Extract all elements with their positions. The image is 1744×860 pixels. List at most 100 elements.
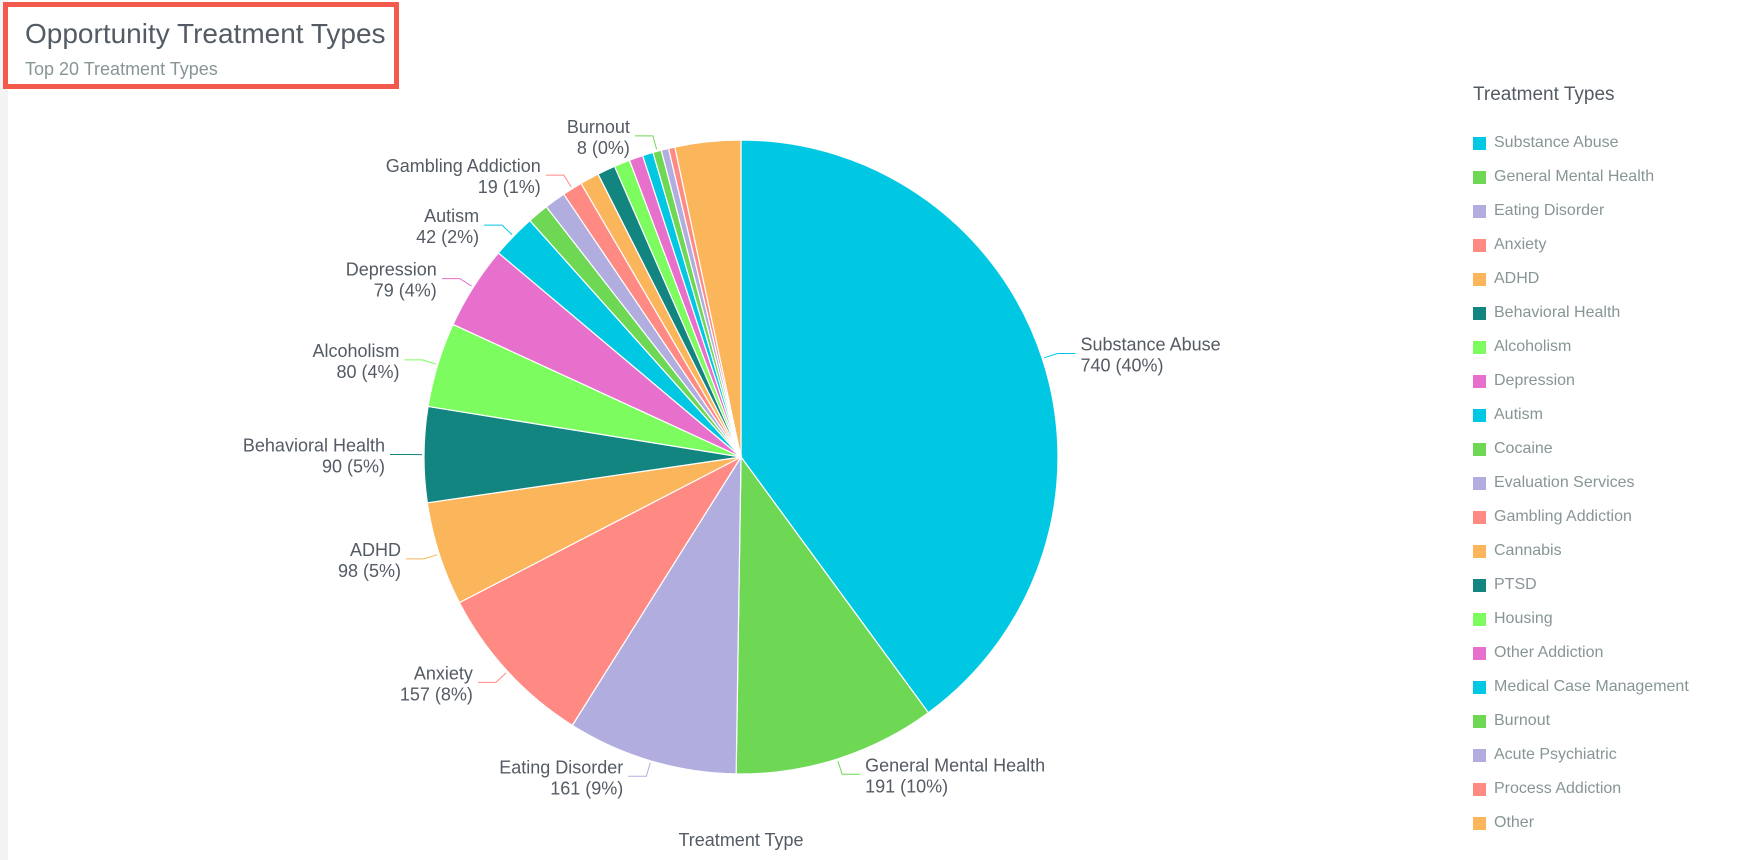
- chart-subtitle: Top 20 Treatment Types: [25, 59, 218, 79]
- legend-label: General Mental Health: [1494, 168, 1655, 185]
- left-edge: [0, 0, 8, 860]
- legend-label: Acute Psychiatric: [1494, 746, 1617, 763]
- slice-label-value: 98 (5%): [338, 561, 401, 581]
- legend-swatch: [1473, 374, 1486, 388]
- legend-label: Housing: [1494, 610, 1553, 627]
- slice-label-value: 80 (4%): [336, 362, 399, 382]
- leader-substance-abuse: [1044, 353, 1076, 359]
- legend-label: Burnout: [1494, 712, 1551, 729]
- slice-label-value: 79 (4%): [374, 281, 437, 301]
- legend-swatch: [1473, 714, 1486, 728]
- legend-swatch: [1473, 578, 1486, 592]
- legend-label: Cocaine: [1494, 440, 1553, 457]
- slice-label-name: Burnout: [567, 117, 630, 137]
- legend-label: Evaluation Services: [1494, 474, 1635, 491]
- pie-slices: [423, 139, 1059, 775]
- legend-item-ptsd[interactable]: PTSD: [1473, 568, 1733, 602]
- leader-depression: [441, 278, 472, 287]
- legend-swatch: [1473, 170, 1486, 184]
- legend-swatch: [1473, 510, 1486, 524]
- slice-other[interactable]: [674, 139, 742, 458]
- slice-label-name: Anxiety: [414, 663, 473, 683]
- legend-swatch: [1473, 476, 1486, 490]
- leader-alcoholism: [404, 359, 437, 365]
- legend-item-other[interactable]: Other: [1473, 806, 1733, 840]
- legend-item-eating-disorder[interactable]: Eating Disorder: [1473, 194, 1733, 228]
- leader-burnout: [634, 135, 658, 150]
- slice-label-name: Substance Abuse: [1081, 335, 1221, 355]
- legend-item-gambling-addiction[interactable]: Gambling Addiction: [1473, 500, 1733, 534]
- legend-swatch: [1473, 782, 1486, 796]
- legend-item-housing[interactable]: Housing: [1473, 602, 1733, 636]
- legend-item-general-mental-health[interactable]: General Mental Health: [1473, 160, 1733, 194]
- legend-label: Medical Case Management: [1494, 678, 1689, 695]
- legend-label: Other: [1494, 814, 1535, 831]
- legend-swatch: [1473, 646, 1486, 660]
- legend-item-cannabis[interactable]: Cannabis: [1473, 534, 1733, 568]
- slice-label-name: Depression: [346, 260, 437, 280]
- legend-label: Substance Abuse: [1494, 134, 1619, 151]
- legend-item-burnout[interactable]: Burnout: [1473, 704, 1733, 738]
- legend-item-medical-case-management[interactable]: Medical Case Management: [1473, 670, 1733, 704]
- legend-swatch: [1473, 680, 1486, 694]
- legend-item-autism[interactable]: Autism: [1473, 398, 1733, 432]
- legend-label: ADHD: [1494, 270, 1540, 287]
- slice-label-name: Behavioral Health: [243, 436, 385, 456]
- slice-label-value: 19 (1%): [478, 177, 541, 197]
- legend-label: Other Addiction: [1494, 644, 1604, 661]
- legend-item-adhd[interactable]: ADHD: [1473, 262, 1733, 296]
- legend-item-other-addiction[interactable]: Other Addiction: [1473, 636, 1733, 670]
- slice-label-value: 191 (10%): [865, 776, 948, 796]
- legend-label: Anxiety: [1494, 236, 1547, 253]
- label-leader-lines: [390, 135, 1076, 777]
- slice-label-name: Eating Disorder: [499, 757, 623, 777]
- slice-eating-disorder[interactable]: [571, 454, 742, 775]
- legend-items: Substance Abuse General Mental Health Eati…: [1473, 126, 1733, 840]
- legend-swatch: [1473, 238, 1486, 252]
- legend-item-substance-abuse[interactable]: Substance Abuse: [1473, 126, 1733, 160]
- legend-item-evaluation-services[interactable]: Evaluation Services: [1473, 466, 1733, 500]
- legend-swatch: [1473, 442, 1486, 456]
- legend-label: Eating Disorder: [1494, 202, 1605, 219]
- legend-swatch: [1473, 136, 1486, 150]
- legend-label: PTSD: [1494, 576, 1537, 593]
- slice-label-value: 740 (40%): [1081, 356, 1164, 376]
- slice-label-name: ADHD: [350, 540, 401, 560]
- legend-item-behavioral-health[interactable]: Behavioral Health: [1473, 296, 1733, 330]
- slice-substance-abuse[interactable]: [740, 139, 1059, 714]
- legend-label: Process Addiction: [1494, 780, 1622, 797]
- legend-label: Depression: [1494, 372, 1575, 389]
- legend-item-cocaine[interactable]: Cocaine: [1473, 432, 1733, 466]
- leader-anxiety: [477, 672, 507, 683]
- legend-label: Autism: [1494, 406, 1543, 423]
- slice-label-value: 42 (2%): [416, 227, 479, 247]
- x-axis-label: Treatment Type: [678, 830, 803, 850]
- legend-swatch: [1473, 816, 1486, 830]
- slice-label-value: 90 (5%): [322, 457, 385, 477]
- slice-anxiety[interactable]: [458, 455, 743, 727]
- leader-eating-disorder: [628, 762, 651, 777]
- legend-swatch: [1473, 748, 1486, 762]
- legend-swatch: [1473, 306, 1486, 320]
- leader-autism: [484, 224, 513, 236]
- legend-title: Treatment Types: [1473, 84, 1615, 105]
- legend-swatch: [1473, 612, 1486, 626]
- legend-item-anxiety[interactable]: Anxiety: [1473, 228, 1733, 262]
- legend: Treatment Types Substance Abuse General M…: [1473, 84, 1733, 840]
- legend-item-depression[interactable]: Depression: [1473, 364, 1733, 398]
- legend-swatch: [1473, 272, 1486, 286]
- leader-adhd: [406, 554, 438, 560]
- legend-label: Behavioral Health: [1494, 304, 1621, 321]
- legend-swatch: [1473, 408, 1486, 422]
- legend-item-process-addiction[interactable]: Process Addiction: [1473, 772, 1733, 806]
- leader-general-mental-health: [837, 760, 861, 775]
- slice-label-name: General Mental Health: [865, 755, 1045, 775]
- chart-title: Opportunity Treatment Types: [25, 18, 386, 49]
- legend-item-acute-psychiatric[interactable]: Acute Psychiatric: [1473, 738, 1733, 772]
- legend-item-alcoholism[interactable]: Alcoholism: [1473, 330, 1733, 364]
- slice-label-name: Alcoholism: [312, 341, 399, 361]
- slice-general-mental-health[interactable]: [735, 455, 930, 775]
- slice-label-value: 157 (8%): [400, 684, 473, 704]
